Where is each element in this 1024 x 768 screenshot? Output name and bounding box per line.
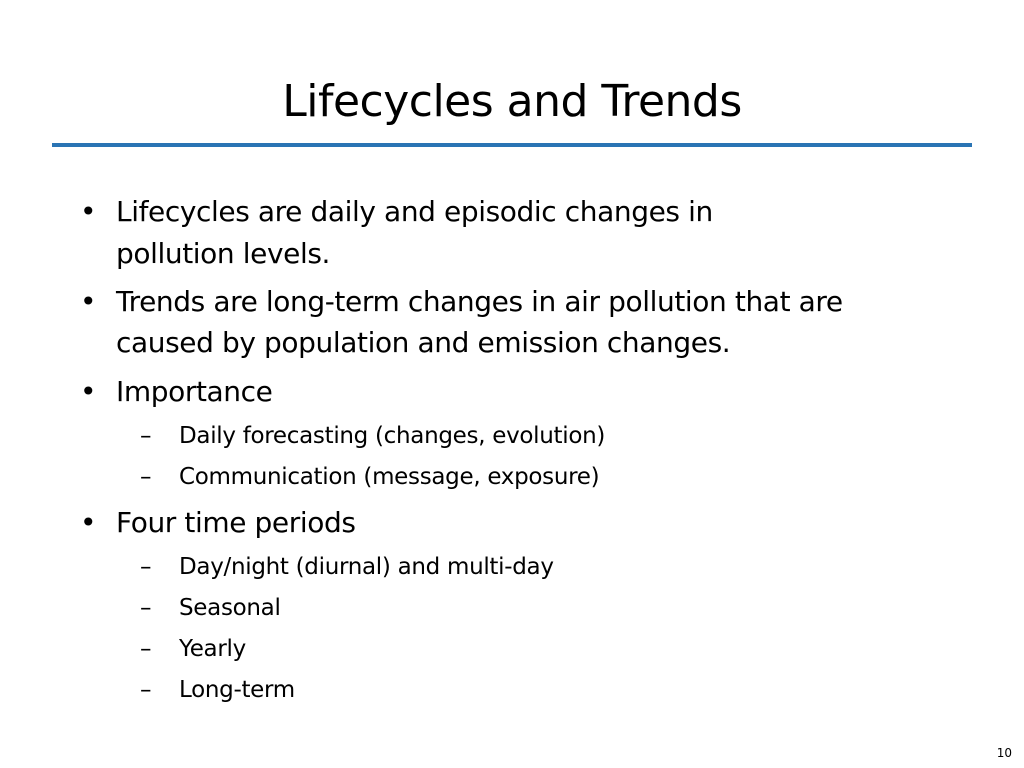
title-divider: [52, 143, 972, 147]
bullet-marker: •: [80, 375, 97, 408]
sub-bullet-text: Day/night (diurnal) and multi-day: [179, 554, 554, 580]
bullet-marker: •: [80, 506, 97, 539]
sub-bullet-text: Daily forecasting (changes, evolution): [179, 423, 606, 449]
sub-bullet-text: Yearly: [179, 636, 246, 662]
sub-bullet-marker: –: [140, 636, 152, 662]
sub-bullet-marker: –: [140, 464, 152, 490]
bullet-text: Four time periods: [116, 506, 356, 539]
sub-bullet-text: Communication (message, exposure): [179, 464, 600, 490]
sub-bullet-text: Seasonal: [179, 595, 281, 621]
bullet-text: Importance: [116, 375, 273, 408]
bullet-marker: •: [80, 285, 97, 318]
sub-bullet-text: Long-term: [179, 677, 295, 703]
slide-title: Lifecycles and Trends: [282, 76, 742, 127]
sub-bullet-marker: –: [140, 423, 152, 449]
sub-bullet-marker: –: [140, 677, 152, 703]
bullet-text: pollution levels.: [116, 237, 331, 270]
bullet-text: Lifecycles are daily and episodic change…: [116, 195, 713, 228]
sub-bullet-marker: –: [140, 595, 152, 621]
bullet-text: Trends are long-term changes in air poll…: [116, 285, 843, 318]
bullet-marker: •: [80, 195, 97, 228]
sub-bullet-marker: –: [140, 554, 152, 580]
bullet-text: caused by population and emission change…: [116, 326, 731, 359]
page-number: 10: [996, 746, 1012, 760]
